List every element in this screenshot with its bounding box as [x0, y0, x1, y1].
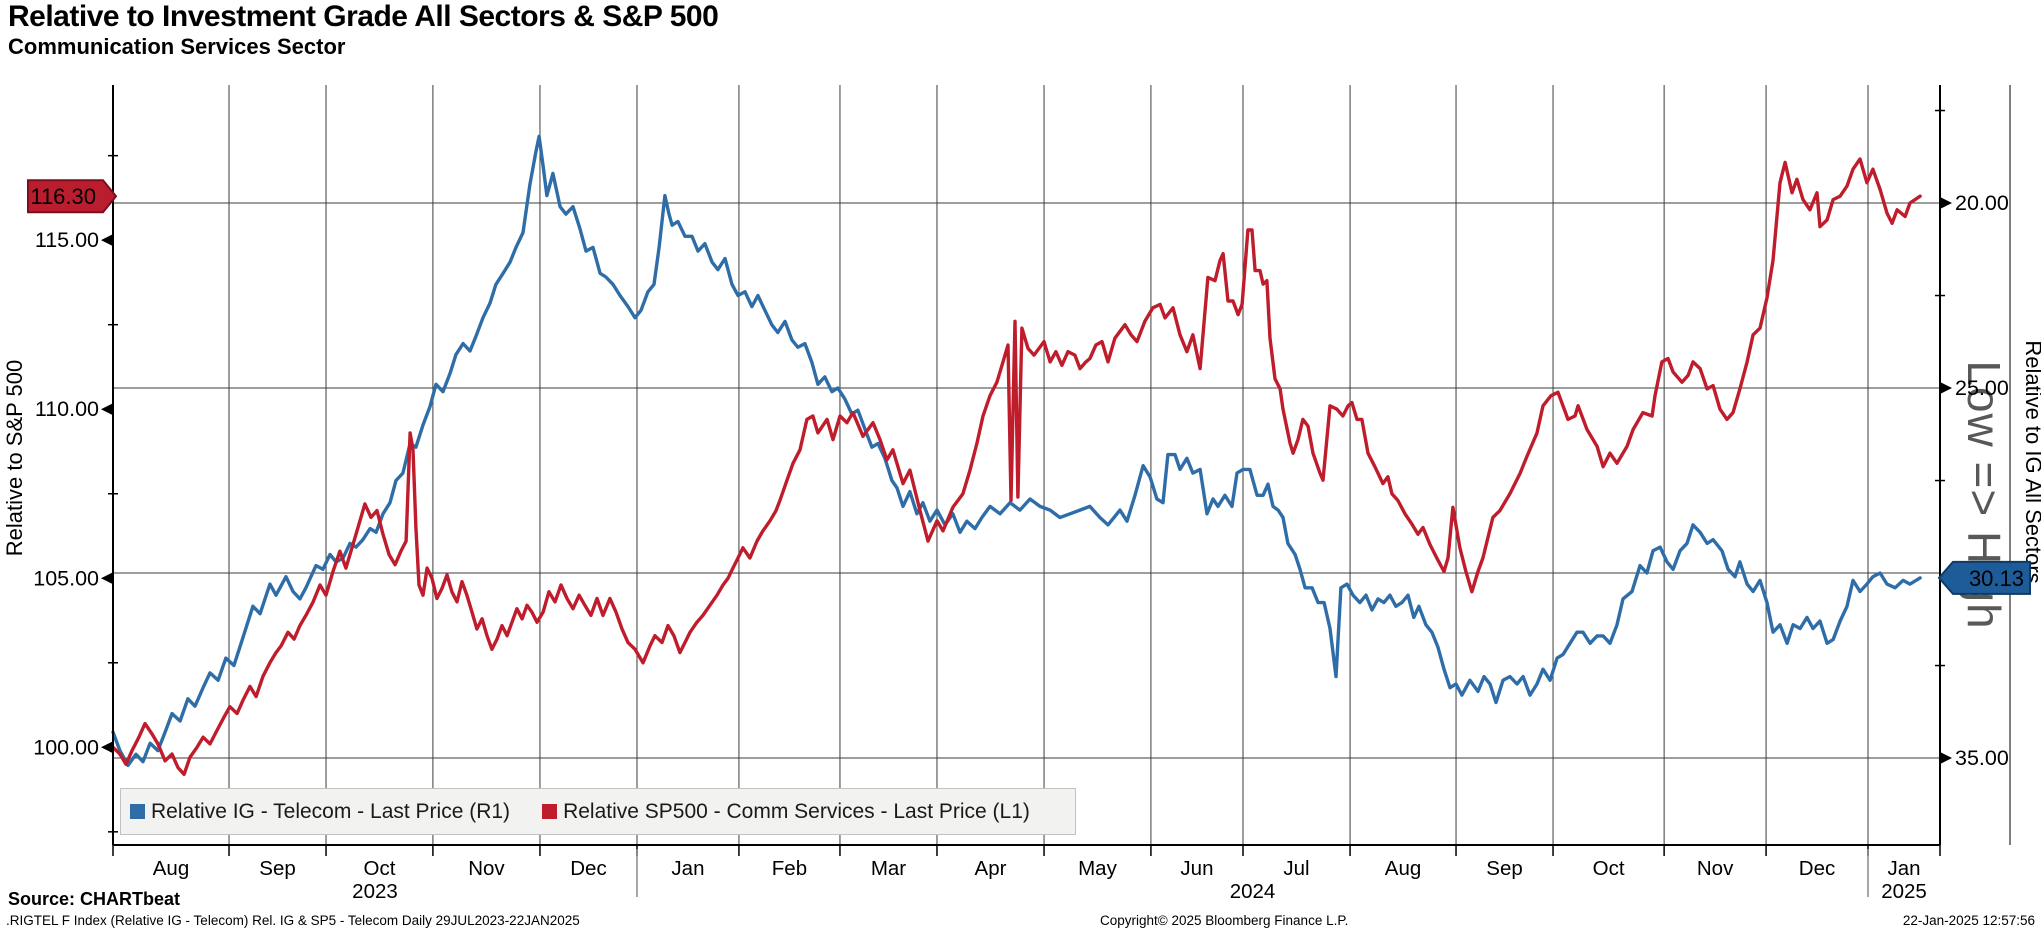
page-subtitle: Communication Services Sector [8, 34, 346, 59]
month-label: Aug [153, 857, 189, 880]
month-label: Nov [1697, 857, 1734, 880]
year-label: 2025 [1881, 880, 1927, 903]
copyright-notice: Copyright© 2025 Bloomberg Finance L.P. [1100, 913, 1349, 928]
month-label: Jun [1180, 857, 1213, 880]
left-axis-title: Relative to S&P 500 [2, 360, 27, 557]
month-label: Apr [975, 857, 1007, 880]
legend-item-red[interactable]: Relative SP500 - Comm Services - Last Pr… [542, 800, 1030, 824]
chart-legend: Relative IG - Telecom - Last Price (R1) … [120, 788, 1076, 835]
month-label: Jan [671, 857, 704, 880]
month-label: May [1078, 857, 1117, 880]
left-axis-tick-label: 105.00 [33, 566, 99, 590]
left-last-price-badge [27, 179, 118, 214]
blue-series-line [111, 134, 1922, 768]
month-label: Sep [1486, 857, 1522, 880]
red-series-line [111, 157, 1922, 776]
right-tick-arrow-icon [1940, 382, 1952, 395]
month-label: Dec [570, 857, 606, 880]
page-title: Relative to Investment Grade All Sectors… [8, 0, 719, 33]
month-label: Oct [1593, 857, 1625, 880]
month-label: Oct [364, 857, 396, 880]
year-label: 2024 [1230, 880, 1276, 903]
left-axis-tick-label: 115.00 [35, 228, 99, 252]
right-axis-tick-label: 35.00 [1955, 746, 2009, 770]
left-axis-tick-label: 110.00 [35, 397, 99, 421]
left-last-price-badge-label: 116.30 [30, 184, 96, 209]
left-tick-arrow-icon [101, 741, 113, 754]
legend-label-blue: Relative IG - Telecom - Last Price (R1) [151, 799, 511, 823]
year-label: 2023 [352, 880, 398, 903]
right-last-price-badge-label: 30.13 [1969, 566, 2024, 591]
month-label: Sep [259, 857, 295, 880]
month-label: Jan [1887, 857, 1920, 880]
month-label: Dec [1799, 857, 1835, 880]
left-tick-arrow-icon [101, 572, 113, 585]
blue-series-swatch-icon [130, 804, 145, 819]
right-tick-arrow-icon [1940, 197, 1952, 210]
legend-label-red: Relative SP500 - Comm Services - Last Pr… [563, 799, 1030, 823]
month-label: Feb [772, 857, 807, 880]
left-tick-arrow-icon [101, 234, 113, 247]
source-label: Source: CHARTbeat [8, 889, 181, 909]
month-label: Jul [1283, 857, 1309, 880]
right-axis-tick-label: 20.00 [1955, 191, 2009, 215]
red-series-swatch-icon [542, 804, 558, 819]
right-axis-tick-label: 25.00 [1955, 376, 2009, 400]
month-label: Aug [1385, 857, 1421, 880]
right-last-price-badge [1937, 560, 2031, 595]
month-label: Mar [871, 857, 906, 880]
legend-item-blue[interactable]: Relative IG - Telecom - Last Price (R1) [130, 800, 510, 824]
month-label: Nov [468, 857, 505, 880]
timestamp: 22-Jan-2025 12:57:56 [1902, 913, 2035, 928]
right-axis-title: Relative to IG All Sectors [2021, 340, 2041, 583]
right-tick-arrow-icon [1940, 752, 1952, 765]
footnote-index-description: .RIGTEL F Index (Relative IG - Telecom) … [6, 913, 580, 928]
left-axis-tick-label: 100.00 [33, 735, 99, 759]
left-tick-arrow-icon [101, 403, 113, 416]
